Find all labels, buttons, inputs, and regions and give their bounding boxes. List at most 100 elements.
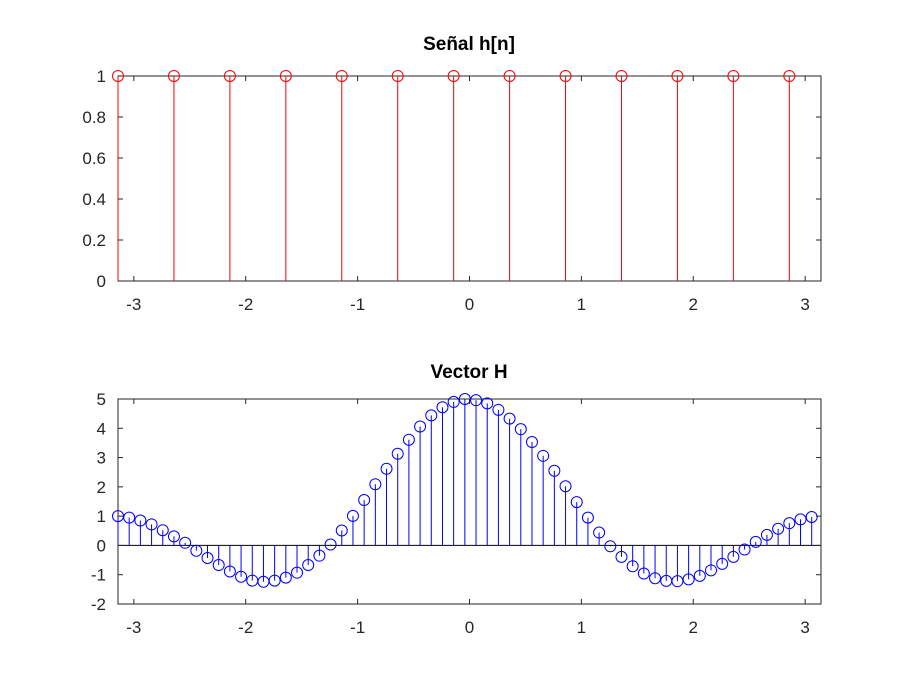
stem-marker bbox=[134, 514, 147, 527]
stem-marker bbox=[772, 522, 785, 535]
stem-marker bbox=[313, 549, 326, 562]
stem-marker bbox=[279, 70, 292, 82]
stem-marker bbox=[570, 496, 583, 509]
stem-marker bbox=[749, 535, 762, 548]
stem-marker bbox=[201, 552, 214, 565]
stem-marker bbox=[335, 70, 348, 82]
stem-marker bbox=[145, 518, 158, 531]
stem-marker bbox=[615, 70, 628, 82]
stem-marker bbox=[581, 511, 594, 524]
stem-marker bbox=[223, 70, 236, 82]
y-tick-label: 1 bbox=[97, 67, 106, 86]
x-tick-label: -3 bbox=[126, 618, 141, 637]
tick-marks bbox=[118, 75, 821, 282]
stem-marker bbox=[391, 447, 404, 460]
stem-marker bbox=[604, 540, 617, 553]
stem-marker bbox=[167, 70, 180, 82]
stem-marker bbox=[559, 70, 572, 82]
plot-title: Vector H bbox=[430, 362, 507, 383]
stem-marker bbox=[302, 559, 315, 572]
stem-marker bbox=[470, 394, 483, 407]
x-tick-label: 3 bbox=[800, 295, 809, 314]
stem-marker bbox=[615, 550, 628, 563]
stem-marker bbox=[693, 569, 706, 582]
y-tick-label: 2 bbox=[97, 478, 106, 497]
stem-marker bbox=[369, 478, 382, 491]
stem-marker bbox=[548, 464, 561, 477]
stem-marker bbox=[637, 567, 650, 580]
tick-labels: -3 -2 -1 0 1 2 3 0 0.2 0.4 0.6 0.8 1 bbox=[82, 67, 810, 314]
stem-marker bbox=[235, 570, 248, 583]
stem-marks bbox=[112, 393, 821, 588]
stem-marker bbox=[682, 573, 695, 586]
stem-marker bbox=[425, 409, 438, 422]
stem-marker bbox=[671, 70, 684, 82]
stem-marker bbox=[559, 480, 572, 493]
tick-marks bbox=[118, 398, 821, 605]
stem-marker bbox=[391, 70, 404, 82]
x-tick-label: 1 bbox=[577, 618, 586, 637]
stem-marker bbox=[537, 449, 550, 462]
stem-marker bbox=[481, 397, 494, 410]
stem-marker bbox=[783, 517, 796, 530]
x-tick-label: 0 bbox=[465, 618, 474, 637]
x-tick-label: -1 bbox=[350, 618, 365, 637]
stem-marker bbox=[167, 530, 180, 543]
stem-marker bbox=[593, 526, 606, 539]
stem-marker bbox=[649, 572, 662, 585]
stem-marker bbox=[503, 70, 516, 82]
x-tick-label: -3 bbox=[126, 295, 141, 314]
x-tick-label: 0 bbox=[465, 295, 474, 314]
stem-marker bbox=[346, 509, 359, 522]
stem-marker bbox=[358, 494, 371, 507]
stem-marker bbox=[212, 559, 225, 572]
x-tick-label: 2 bbox=[689, 295, 698, 314]
stem-marker bbox=[268, 574, 281, 587]
tick-labels: -3 -2 -1 0 1 2 3 -2 -1 0 1 2 3 4 5 bbox=[91, 390, 810, 637]
stem-marker bbox=[279, 571, 292, 584]
plot-title: Señal h[n] bbox=[423, 34, 515, 55]
stem-marker bbox=[514, 423, 527, 436]
stem-marker bbox=[794, 513, 807, 526]
stem-marker bbox=[179, 536, 192, 549]
y-tick-label: 0.6 bbox=[82, 149, 106, 168]
stem-marker bbox=[112, 70, 124, 82]
y-tick-label: 4 bbox=[97, 419, 106, 438]
y-tick-label: -1 bbox=[91, 566, 106, 585]
y-tick-label: 5 bbox=[97, 390, 106, 409]
stem-marker bbox=[156, 524, 169, 537]
stem-marker bbox=[805, 511, 818, 524]
stem-marker bbox=[727, 550, 740, 563]
stem-marker bbox=[402, 433, 415, 446]
stem-marker bbox=[626, 560, 639, 573]
stem-marker bbox=[727, 70, 740, 82]
stem-marker bbox=[447, 70, 460, 82]
plot-signal-h: Señal h[n] -3 -2 -1 0 1 2 3 0 0.2 0.4 0.6 0.8 1 bbox=[82, 34, 822, 314]
stem-marker bbox=[335, 524, 348, 537]
plot-vector-h: Vector H -3 -2 -1 0 1 2 3 -2 -1 0 1 2 3 4 5 bbox=[91, 362, 822, 637]
stem-marker bbox=[760, 528, 773, 541]
stem-marker bbox=[704, 564, 717, 577]
stem-marker bbox=[190, 544, 203, 557]
x-tick-label: -1 bbox=[350, 295, 365, 314]
stem-marker bbox=[123, 511, 136, 524]
y-tick-label: 0 bbox=[97, 272, 106, 291]
stem-marker bbox=[447, 395, 460, 408]
y-tick-label: 1 bbox=[97, 507, 106, 526]
stem-marker bbox=[414, 420, 427, 433]
x-tick-label: 2 bbox=[689, 618, 698, 637]
stem-marker bbox=[738, 543, 751, 556]
x-tick-label: 1 bbox=[577, 295, 586, 314]
stem-marker bbox=[525, 436, 538, 449]
y-tick-label: -2 bbox=[91, 595, 106, 614]
y-tick-label: 0.8 bbox=[82, 108, 106, 127]
y-tick-label: 3 bbox=[97, 449, 106, 468]
stem-marker bbox=[503, 412, 516, 425]
stem-marker bbox=[223, 565, 236, 578]
x-tick-label: 3 bbox=[800, 618, 809, 637]
x-tick-label: -2 bbox=[238, 295, 253, 314]
y-tick-label: 0.2 bbox=[82, 231, 106, 250]
stem-marks bbox=[112, 70, 796, 281]
x-tick-label: -2 bbox=[238, 618, 253, 637]
